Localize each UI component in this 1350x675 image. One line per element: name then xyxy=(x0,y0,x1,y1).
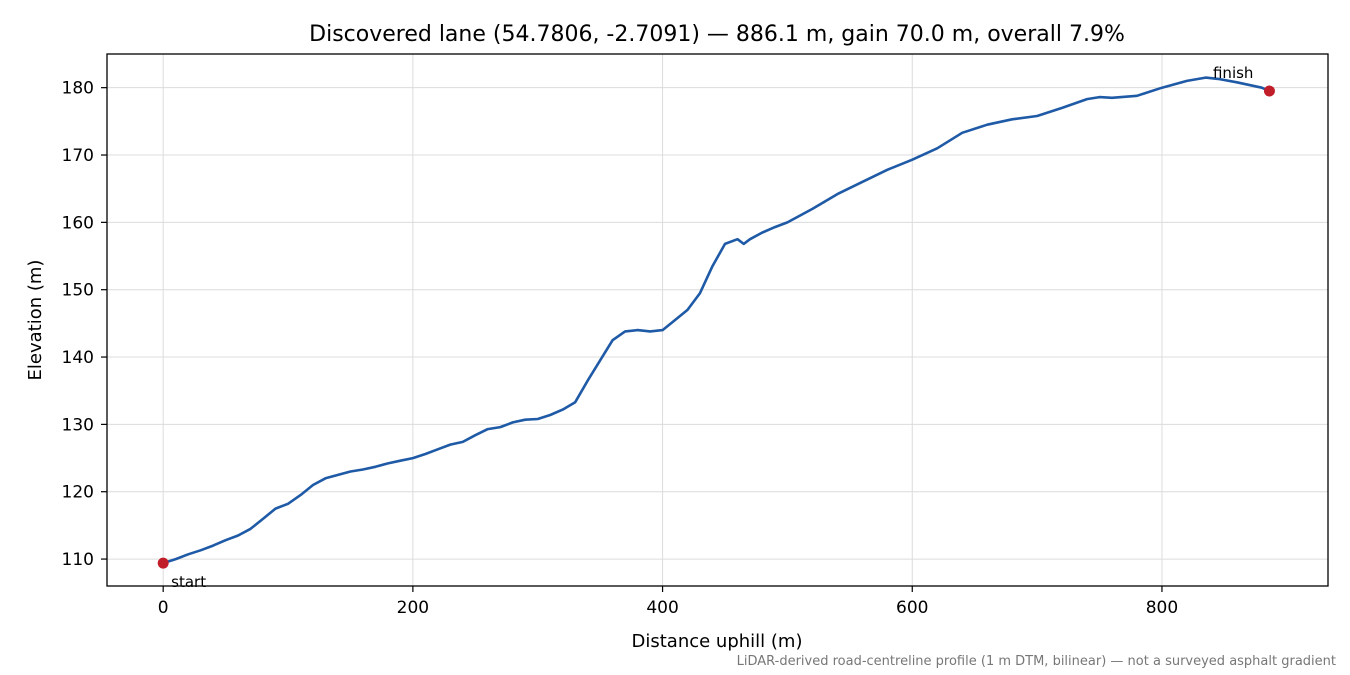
y-tick-label: 120 xyxy=(62,483,94,503)
x-tick-label: 800 xyxy=(1146,598,1178,618)
x-tick-label: 600 xyxy=(896,598,928,618)
y-tick-label: 160 xyxy=(62,213,94,233)
x-tick-label: 200 xyxy=(397,598,429,618)
ticks-layer: 0 200 400 600 800 110 120 130 140 150 160 170 180 xyxy=(62,79,1179,618)
plot-frame xyxy=(106,53,1329,587)
start-marker xyxy=(157,557,169,569)
y-tick-label: 180 xyxy=(62,79,94,99)
y-tick-label: 140 xyxy=(62,348,94,368)
finish-marker xyxy=(1263,85,1275,97)
line-layer xyxy=(161,76,1271,565)
x-axis-label: Distance uphill (m) xyxy=(632,631,803,652)
grid-layer xyxy=(107,54,1328,586)
y-tick-label: 150 xyxy=(62,281,94,301)
y-tick-label: 130 xyxy=(62,415,94,435)
x-tick-label: 400 xyxy=(646,598,678,618)
footnote: LiDAR-derived road-centreline profile (1… xyxy=(737,654,1336,669)
elevation-series-line xyxy=(161,76,1271,565)
start-label: start xyxy=(171,573,206,591)
chart-title: Discovered lane (54.7806, -2.7091) — 886… xyxy=(309,22,1125,47)
x-tick-label: 0 xyxy=(158,598,169,618)
y-tick-label: 170 xyxy=(62,146,94,166)
y-axis-label: Elevation (m) xyxy=(25,260,46,381)
annotation-layer: start finish xyxy=(157,64,1275,591)
y-tick-label: 110 xyxy=(62,550,94,570)
finish-label: finish xyxy=(1213,64,1253,82)
